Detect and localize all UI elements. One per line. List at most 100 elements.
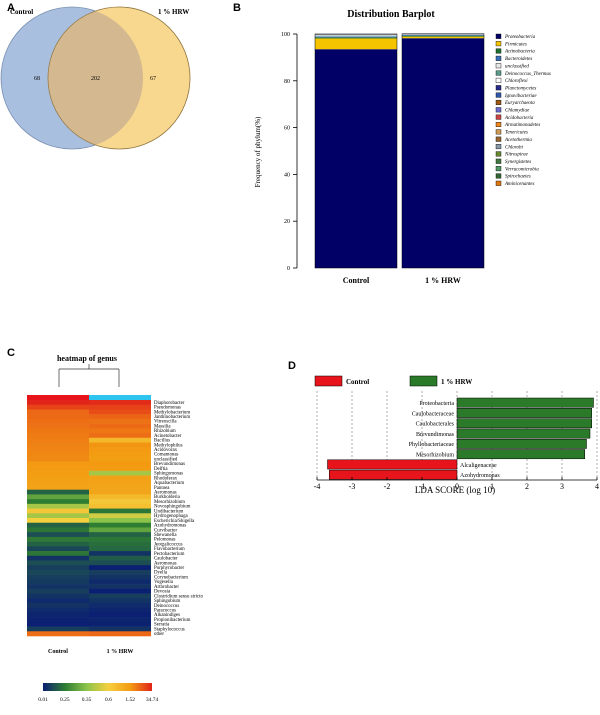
heatmap-cell-methylophilus-1-hrw [89,442,151,448]
heatmap-cell-aeromonas-1-hrw [89,489,151,495]
heatmap-row-label-paracoccus: Paracoccus [154,609,176,614]
heatmap-cell-paracoccus-control [27,607,89,613]
heatmap-cell-pantoea-control [27,484,89,490]
lda-bars: Proteobacteria Caulobacteraceae Caulobacte… [327,397,594,480]
legend-swatch-tenericutes [495,129,502,135]
heatmap-cell-sphingomonas-control [27,470,89,476]
legend-swatch-actinobacteria [495,48,502,54]
lda-bar-proteobacteria [456,397,594,408]
heatmap-row-label-mesorhizobium: Mesorhizobium [154,500,185,505]
legend-label-acidobacteria: Acidobacteria [504,116,534,121]
barplot-y-tick-label: 40 [284,172,290,178]
heatmap-cell-methylophilus-control [27,442,89,448]
heatmap-cell-curvibacter-1-hrw [89,527,151,533]
heatmap-column-band [27,395,151,400]
heatmap-row-label-acinetobacter: Acinetobacter [154,434,182,439]
barplot-title: Distribution Barplot [347,9,435,20]
heatmap-cell-brevundimonas-control [27,461,89,467]
heatmap-row-label-bacillus: Bacillus [154,439,170,444]
lda-bar-label-proteobacteria: Proteobacteria [419,401,454,407]
heatmap-cell-burkholderia-1-hrw [89,494,151,500]
bar-segment-1-hrw-actinobacteria [402,35,484,37]
heatmap-row-label-rhizobium: Rhizobium [154,429,176,434]
heatmap-band-control [27,395,89,400]
lda-bar-caulobacterales [456,418,592,429]
lda-bar-label-phyllobacteriaceae: Phyllobacteriaceae [409,442,455,448]
barplot-y-tick-label: 100 [281,32,290,38]
legend-label-euryarchaeota: Euryarchaeota [504,101,535,106]
lda-bar-phyllobacteriaceae [456,438,587,449]
heatmap-cell-curvibacter-control [27,527,89,533]
venn-overlap-region [47,11,144,145]
heatmap-cell-deinococcus-control [27,602,89,608]
heatmap-cell-methylobacterium-1-hrw [89,409,151,415]
heatmap-cell-clostridium-sensu-stricto-control [27,593,89,599]
legend-swatch-chloroflexi [495,77,502,83]
heatmap-cell-vogesella-1-hrw [89,579,151,585]
legend-swatch-firmicutes [495,41,502,47]
heatmap-cell-devosia-1-hrw [89,588,151,594]
legend-swatch-acidobacteria [495,114,502,120]
heatmap-cell-alkanindiges-control [27,612,89,618]
heatmap-cell-other-1-hrw [89,631,151,637]
bar-segment-control-unclassified [315,35,397,37]
heatmap-cell-porphyrobacter-1-hrw [89,565,151,571]
heatmap-colorbar-label: 0.01 [38,697,48,703]
heatmap-cell-delftia-1-hrw [89,466,151,472]
lda-legend: Control 1 % HRW [314,375,472,387]
heatmap-row-label-flavobacterium: Flavobacterium [154,547,185,552]
heatmap-row-labels: DiaphorobacterPseudomonasMethylobacteriu… [154,401,203,637]
lda-bar-caulobacteraceae [456,408,592,418]
lda-x-label: LDA SCORE (log 10) [415,485,495,495]
barplot-y-tick-label: 20 [284,219,290,225]
legend-label-tenericutes: Tenericutes [505,131,528,136]
venn-diagram: Control 1 % HRW 68 202 67 [0,6,191,150]
heatmap-row-label-comamonas: Comamonas [154,453,179,458]
panel-label-c: C [7,347,15,359]
heatmap-cell-corynebacterium-1-hrw [89,574,151,580]
heatmap-cell-pantoea-1-hrw [89,484,151,490]
lda-bar-brevundimonas [456,428,591,439]
legend-label-nitrospirae: Nitrospirae [504,153,529,158]
bar-outline-control [314,33,398,269]
lda-bar-label-brevundimonas: Brevundimonas [416,432,455,438]
heatmap-cell-jeotgalicoccus-1-hrw [89,541,151,547]
heatmap-row-label-corynebacterium: Corynebacterium [154,575,188,580]
heatmap-row-label-pseudomonas: Pseudomonas [154,406,181,411]
heatmap-colorbar-label: 0.25 [60,697,70,703]
lda-bar-alcaligenaceae [327,459,458,470]
venn-outline [47,6,191,150]
lda-axis-tick-label: 3 [560,482,564,491]
venn-count-hrw-only: 67 [150,76,156,82]
heatmap-cell-sphingobium-control [27,598,89,604]
bar-segment-1-hrw-firmicutes [402,36,484,39]
legend-swatch-proteobacteria [495,33,502,39]
barplot-y-tick-label: 0 [287,266,290,272]
heatmap-cell-undibacterium-control [27,508,89,514]
panel-label-a: A [7,2,15,14]
heatmap-cell-acinetobacter-1-hrw [89,433,151,439]
heatmap-row-label-porphyrobacter: Porphyrobacter [154,566,185,571]
barplot-x-labels: Control 1 % HRW [343,276,461,285]
heatmap-cell-acidovorax-control [27,447,89,453]
legend-label-firmicutes: Firmicutes [504,42,527,47]
heatmap-cell-porphyrobacter-control [27,565,89,571]
bar-segment-control-proteobacteria [315,49,397,269]
lda-bar-mesorhizobium [456,449,585,460]
heatmap-row-label-novosphingobium: Novosphingobium [154,505,191,510]
legend-label-planctomycetes: Planctomycetes [504,86,536,91]
heatmap-row-label-caulobacter: Caulobacter [154,557,178,562]
heatmap-cell-caulobacter-1-hrw [89,555,151,561]
barplot-y-tick-label: 60 [284,126,290,132]
legend-swatch-chlorobi [495,144,502,150]
genus-heatmap: heatmap of genus DiaphorobacterPseudomon… [27,354,203,703]
legend-swatch-planctomycetes [495,85,502,91]
bar-outline-1-hrw [401,33,485,269]
legend-label-verrucomicrobia: Verrucomicrobia [505,167,539,172]
heatmap-dendrogram [58,364,120,387]
legend-swatch-euryarchaeota [495,99,502,105]
venn-count-shared: 202 [91,76,100,82]
panel-label-d: D [288,360,296,372]
heatmap-row-label-vitreoscilla: Vitreoscilla [154,420,177,425]
heatmap-cell-escherichia-shigella-1-hrw [89,518,151,524]
